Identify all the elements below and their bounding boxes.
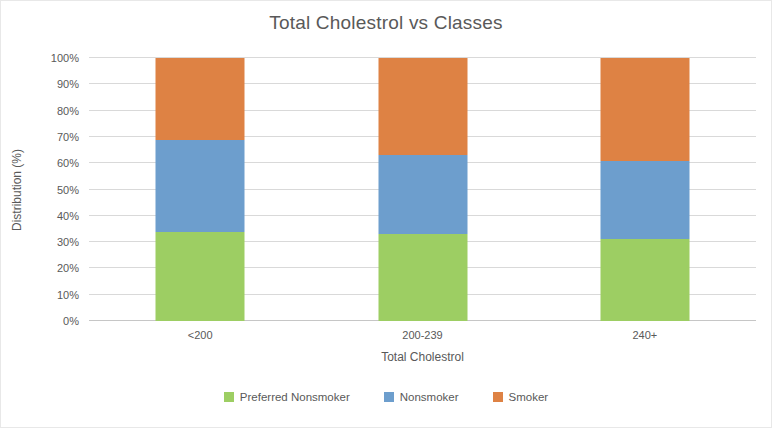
y-axis-ticks: 0%10%20%30%40%50%60%70%80%90%100%	[1, 58, 79, 321]
bar-segment-smoker[interactable]	[378, 58, 467, 155]
bar-segment-smoker[interactable]	[156, 58, 245, 140]
bar-segment-preferred-nonsmoker[interactable]	[378, 234, 467, 321]
y-tick-label: 50%	[57, 184, 79, 196]
y-tick-label: 60%	[57, 157, 79, 169]
legend-label: Nonsmoker	[400, 391, 459, 403]
x-tick-label: 240+	[632, 329, 657, 341]
legend-item-preferred-nonsmoker[interactable]: Preferred Nonsmoker	[224, 391, 350, 403]
x-tick-label: 200-239	[402, 329, 442, 341]
y-tick-label: 80%	[57, 105, 79, 117]
legend-label: Smoker	[509, 391, 549, 403]
bar-segment-preferred-nonsmoker[interactable]	[156, 232, 245, 321]
bar-segment-nonsmoker[interactable]	[378, 155, 467, 234]
legend-label: Preferred Nonsmoker	[240, 391, 350, 403]
y-tick-label: 40%	[57, 210, 79, 222]
plot-area	[89, 58, 756, 321]
y-tick-label: 10%	[57, 289, 79, 301]
legend-item-nonsmoker[interactable]: Nonsmoker	[384, 391, 459, 403]
bar-200-239[interactable]	[378, 58, 467, 321]
stacked-bar-chart: Total Cholestrol vs Classes Distribution…	[0, 0, 772, 428]
y-tick-label: 90%	[57, 78, 79, 90]
y-tick-label: 70%	[57, 131, 79, 143]
y-tick-label: 20%	[57, 262, 79, 274]
y-tick-label: 100%	[51, 52, 79, 64]
x-axis-ticks: <200 200-239 240+	[89, 329, 756, 345]
legend-swatch-icon	[224, 392, 234, 402]
x-tick-label: <200	[188, 329, 213, 341]
y-tick-label: 30%	[57, 236, 79, 248]
y-tick-label: 0%	[63, 315, 79, 327]
bar-segment-nonsmoker[interactable]	[156, 140, 245, 232]
bar-segment-nonsmoker[interactable]	[600, 161, 689, 240]
chart-title: Total Cholestrol vs Classes	[1, 12, 771, 34]
bar-<200[interactable]	[156, 58, 245, 321]
bar-segment-smoker[interactable]	[600, 58, 689, 161]
legend-swatch-icon	[384, 392, 394, 402]
x-axis-title: Total Cholestrol	[89, 350, 756, 364]
legend-swatch-icon	[493, 392, 503, 402]
bar-segment-preferred-nonsmoker[interactable]	[600, 239, 689, 321]
bar-240+[interactable]	[600, 58, 689, 321]
legend: Preferred Nonsmoker Nonsmoker Smoker	[1, 391, 771, 403]
legend-item-smoker[interactable]: Smoker	[493, 391, 549, 403]
